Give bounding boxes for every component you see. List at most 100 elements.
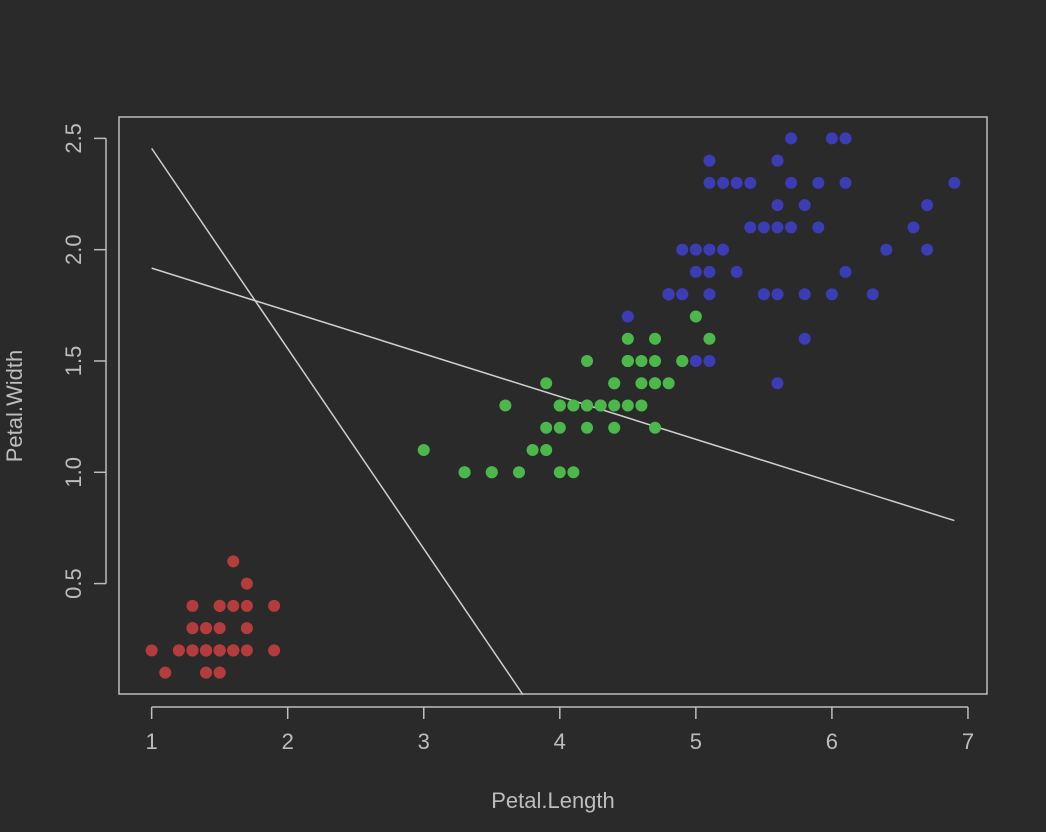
point-series3-48 (717, 243, 730, 256)
point-series2-40 (553, 399, 566, 412)
point-series3-19 (948, 176, 961, 189)
point-series2-10 (540, 377, 553, 390)
x-tick-label-5: 5 (690, 729, 702, 754)
point-series1-36 (172, 644, 185, 657)
point-series2-46 (581, 421, 594, 434)
point-series2-28 (689, 310, 702, 323)
point-series2-34 (703, 332, 716, 345)
point-series3-29 (771, 221, 784, 234)
point-series2-32 (512, 466, 525, 479)
point-series2-49 (417, 444, 430, 457)
point-series3-22 (676, 243, 689, 256)
point-series1-24 (240, 577, 253, 590)
point-series2-14 (649, 377, 662, 390)
point-series2-31 (526, 444, 539, 457)
point-series2-44 (458, 466, 471, 479)
point-series3-26 (825, 288, 838, 301)
point-series3-43 (703, 265, 716, 278)
y-tick-label-2: 1.0 (61, 457, 86, 488)
point-series3-18 (921, 199, 934, 212)
point-series3-25 (785, 221, 798, 234)
point-series2-27 (662, 377, 675, 390)
point-series3-6 (907, 221, 920, 234)
point-series1-38 (200, 666, 213, 679)
x-tick-label-3: 3 (418, 729, 430, 754)
point-series3-13 (757, 221, 770, 234)
point-series3-1 (825, 132, 838, 145)
x-tick-label-6: 6 (826, 729, 838, 754)
point-series2-38 (608, 399, 621, 412)
point-series2-41 (608, 421, 621, 434)
point-series3-4 (771, 288, 784, 301)
point-series3-44 (812, 176, 825, 189)
point-series2-13 (553, 466, 566, 479)
point-series3-16 (730, 176, 743, 189)
point-series3-50 (703, 288, 716, 301)
y-tick-label-4: 2.0 (61, 234, 86, 265)
point-series2-30 (485, 466, 498, 479)
y-tick-label-5: 2.5 (61, 123, 86, 154)
point-series3-3 (812, 221, 825, 234)
point-series3-7 (621, 310, 634, 323)
point-series3-33 (771, 199, 784, 212)
point-series1-47 (227, 644, 240, 657)
point-series1-17 (186, 599, 199, 612)
point-series2-12 (581, 354, 594, 367)
point-series3-23 (921, 243, 934, 256)
point-series3-39 (662, 288, 675, 301)
point-series2-35 (621, 354, 634, 367)
lines-layer (151, 147, 955, 696)
fit-line-1 (151, 147, 524, 696)
point-series2-20 (540, 444, 553, 457)
point-series3-32 (880, 243, 893, 256)
point-series3-46 (717, 176, 730, 189)
point-series2-50 (567, 399, 580, 412)
point-series2-9 (635, 399, 648, 412)
point-series3-30 (798, 332, 811, 345)
x-axis: 1 2 3 4 5 6 7 (146, 706, 974, 754)
point-series3-10 (839, 132, 852, 145)
point-series1-50 (200, 644, 213, 657)
y-axis: 0.5 1.0 1.5 2.0 2.5 (61, 123, 107, 599)
point-series1-19 (240, 622, 253, 635)
x-tick-label-7: 7 (962, 729, 974, 754)
point-series1-44 (227, 555, 240, 568)
point-series1-23 (145, 644, 158, 657)
fit-line-2 (151, 267, 955, 522)
point-series1-27 (227, 599, 240, 612)
point-series3-31 (839, 265, 852, 278)
point-series2-5 (635, 354, 648, 367)
point-series3-47 (689, 265, 702, 278)
y-tick-label-1: 0.5 (61, 568, 86, 599)
point-series3-9 (798, 288, 811, 301)
y-tick-label-3: 1.5 (61, 346, 86, 377)
point-series3-41 (771, 154, 784, 167)
point-series1-45 (268, 599, 281, 612)
point-series3-8 (866, 288, 879, 301)
point-series1-20 (213, 622, 226, 635)
point-series1-46 (200, 622, 213, 635)
point-series1-25 (268, 644, 281, 657)
point-series3-15 (703, 154, 716, 167)
point-series2-33 (540, 421, 553, 434)
point-series1-49 (213, 644, 226, 657)
point-series2-42 (635, 377, 648, 390)
point-series2-37 (649, 354, 662, 367)
x-tick-label-1: 1 (146, 729, 158, 754)
point-series2-15 (499, 399, 512, 412)
point-series2-7 (649, 332, 662, 345)
point-series2-18 (567, 466, 580, 479)
point-series1-32 (213, 599, 226, 612)
point-series1-42 (186, 622, 199, 635)
x-axis-title: Petal.Length (491, 788, 615, 813)
point-series3-40 (744, 221, 757, 234)
point-series3-21 (785, 176, 798, 189)
point-series2-36 (621, 332, 634, 345)
point-series3-38 (757, 288, 770, 301)
point-series2-23 (676, 354, 689, 367)
point-series1-43 (186, 644, 199, 657)
point-series2-47 (581, 399, 594, 412)
points-layer (145, 132, 961, 679)
point-series3-14 (689, 243, 702, 256)
